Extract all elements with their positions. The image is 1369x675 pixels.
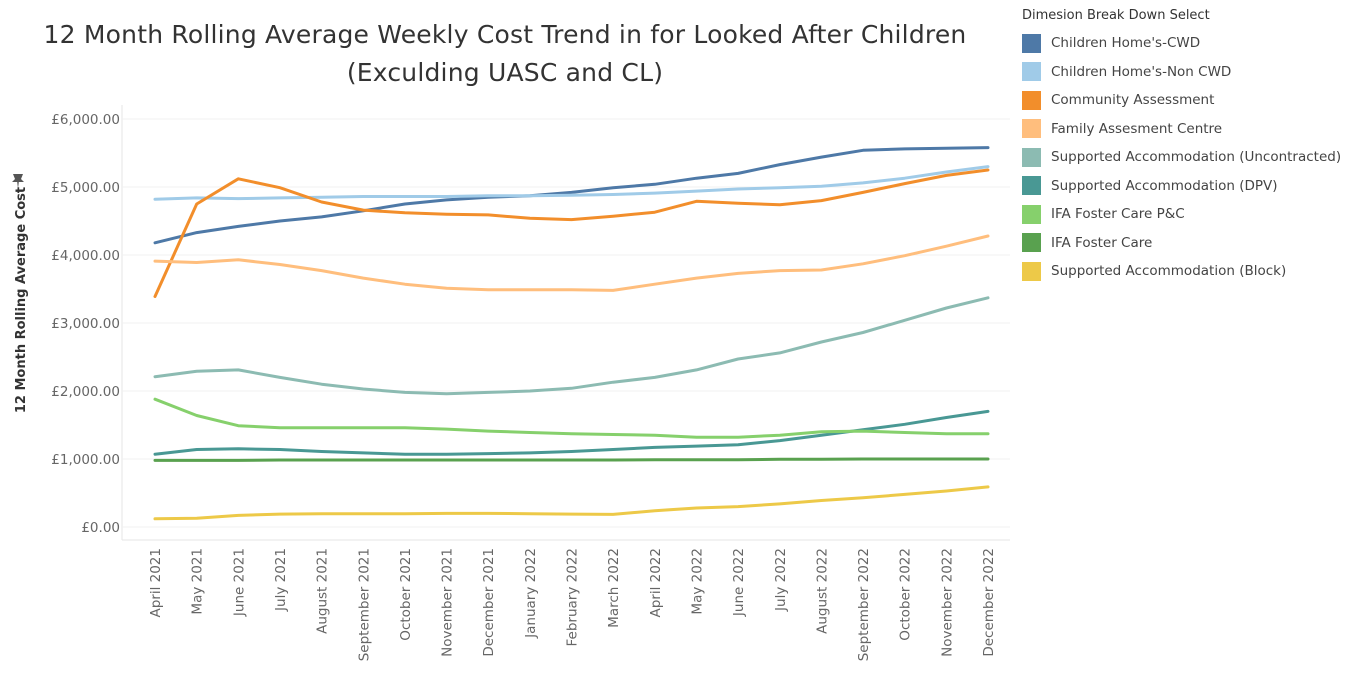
x-tick-label: October 2022 bbox=[898, 548, 914, 641]
x-tick-label: September 2021 bbox=[356, 548, 372, 661]
legend: Dimesion Break Down Select Children Home… bbox=[1022, 8, 1369, 286]
legend-label: Supported Accommodation (Block) bbox=[1051, 263, 1287, 280]
x-tick-label: February 2022 bbox=[565, 548, 581, 646]
x-tick-label: June 2022 bbox=[731, 548, 747, 617]
legend-swatch bbox=[1022, 261, 1041, 281]
series-line[interactable] bbox=[153, 165, 990, 201]
pin-icon[interactable] bbox=[12, 174, 24, 189]
y-axis-ticks: £0.00 £1,000.00 £2,000.00 £3,000.00 £4,000.0… bbox=[51, 112, 120, 536]
legend-label: Community Assessment bbox=[1051, 92, 1215, 109]
legend-swatch bbox=[1022, 119, 1041, 139]
y-tick-label: £5,000.00 bbox=[51, 180, 120, 196]
legend-item[interactable]: Children Home's-CWD bbox=[1022, 29, 1369, 58]
x-tick-label: October 2021 bbox=[398, 548, 414, 641]
legend-item[interactable]: Supported Accommodation (DPV) bbox=[1022, 172, 1369, 201]
y-tick-label: £3,000.00 bbox=[51, 316, 120, 332]
y-tick-label: £0.00 bbox=[81, 520, 120, 536]
legend-item[interactable]: IFA Foster Care bbox=[1022, 229, 1369, 258]
series-line[interactable] bbox=[153, 485, 990, 521]
x-axis-ticks: April 2021 May 2021 June 2021 July 2021 Augu… bbox=[148, 548, 997, 661]
legend-label: Family Assesment Centre bbox=[1051, 120, 1223, 137]
legend-label: IFA Foster Care P&C bbox=[1051, 206, 1185, 223]
chart-subtitle: (Exculding UASC and CL) bbox=[346, 58, 664, 87]
legend-swatch bbox=[1022, 33, 1041, 53]
x-tick-label: August 2021 bbox=[315, 548, 331, 634]
y-tick-label: £1,000.00 bbox=[51, 452, 120, 468]
legend-item[interactable]: Family Assesment Centre bbox=[1022, 115, 1369, 144]
x-tick-label: July 2022 bbox=[773, 548, 789, 612]
x-tick-label: November 2022 bbox=[939, 548, 955, 657]
x-tick-label: September 2022 bbox=[856, 548, 872, 661]
y-tick-label: £4,000.00 bbox=[51, 248, 120, 264]
y-axis-label: 12 Month Rolling Average Cost bbox=[14, 187, 29, 413]
x-tick-label: April 2022 bbox=[648, 548, 664, 618]
legend-label: Supported Accommodation (Uncontracted) bbox=[1051, 149, 1342, 166]
legend-swatch bbox=[1022, 204, 1041, 224]
line-chart: £0.00 £1,000.00 £2,000.00 £3,000.00 £4,000.0… bbox=[12, 105, 1010, 661]
y-tick-label: £6,000.00 bbox=[51, 112, 120, 128]
gridlines bbox=[121, 105, 1010, 541]
legend-label: Supported Accommodation (DPV) bbox=[1051, 177, 1278, 194]
legend-swatch bbox=[1022, 62, 1041, 82]
x-tick-label: May 2021 bbox=[190, 548, 206, 615]
series-line[interactable] bbox=[153, 397, 990, 439]
x-tick-label: March 2022 bbox=[606, 548, 622, 628]
legend-items: Children Home's-CWD Children Home's-Non C… bbox=[1022, 29, 1369, 286]
x-tick-label: August 2022 bbox=[814, 548, 830, 634]
x-tick-label: January 2022 bbox=[523, 548, 539, 639]
legend-label: Children Home's-Non CWD bbox=[1051, 63, 1232, 80]
legend-item[interactable]: Supported Accommodation (Block) bbox=[1022, 257, 1369, 286]
legend-swatch bbox=[1022, 176, 1041, 196]
legend-swatch bbox=[1022, 147, 1041, 167]
legend-item[interactable]: IFA Foster Care P&C bbox=[1022, 200, 1369, 229]
x-tick-label: June 2021 bbox=[231, 548, 247, 617]
legend-swatch bbox=[1022, 90, 1041, 110]
x-tick-label: December 2022 bbox=[981, 548, 997, 657]
series-line[interactable] bbox=[153, 234, 990, 292]
legend-item[interactable]: Community Assessment bbox=[1022, 86, 1369, 115]
series-line[interactable] bbox=[153, 296, 990, 396]
legend-title: Dimesion Break Down Select bbox=[1022, 8, 1210, 23]
legend-label: IFA Foster Care bbox=[1051, 234, 1153, 251]
x-tick-label: July 2021 bbox=[273, 548, 289, 612]
series-line[interactable] bbox=[153, 457, 990, 462]
legend-item[interactable]: Children Home's-Non CWD bbox=[1022, 58, 1369, 87]
series-lines bbox=[153, 146, 990, 521]
legend-swatch bbox=[1022, 233, 1041, 253]
legend-item[interactable]: Supported Accommodation (Uncontracted) bbox=[1022, 143, 1369, 172]
series-line[interactable] bbox=[153, 146, 990, 245]
y-tick-label: £2,000.00 bbox=[51, 384, 120, 400]
x-tick-label: December 2021 bbox=[481, 548, 497, 657]
x-tick-label: May 2022 bbox=[689, 548, 705, 615]
legend-label: Children Home's-CWD bbox=[1051, 35, 1201, 52]
series-line[interactable] bbox=[153, 168, 990, 298]
x-tick-label: November 2021 bbox=[440, 548, 456, 657]
x-tick-label: April 2021 bbox=[148, 548, 164, 618]
chart-title: 12 Month Rolling Average Weekly Cost Tre… bbox=[43, 20, 967, 49]
